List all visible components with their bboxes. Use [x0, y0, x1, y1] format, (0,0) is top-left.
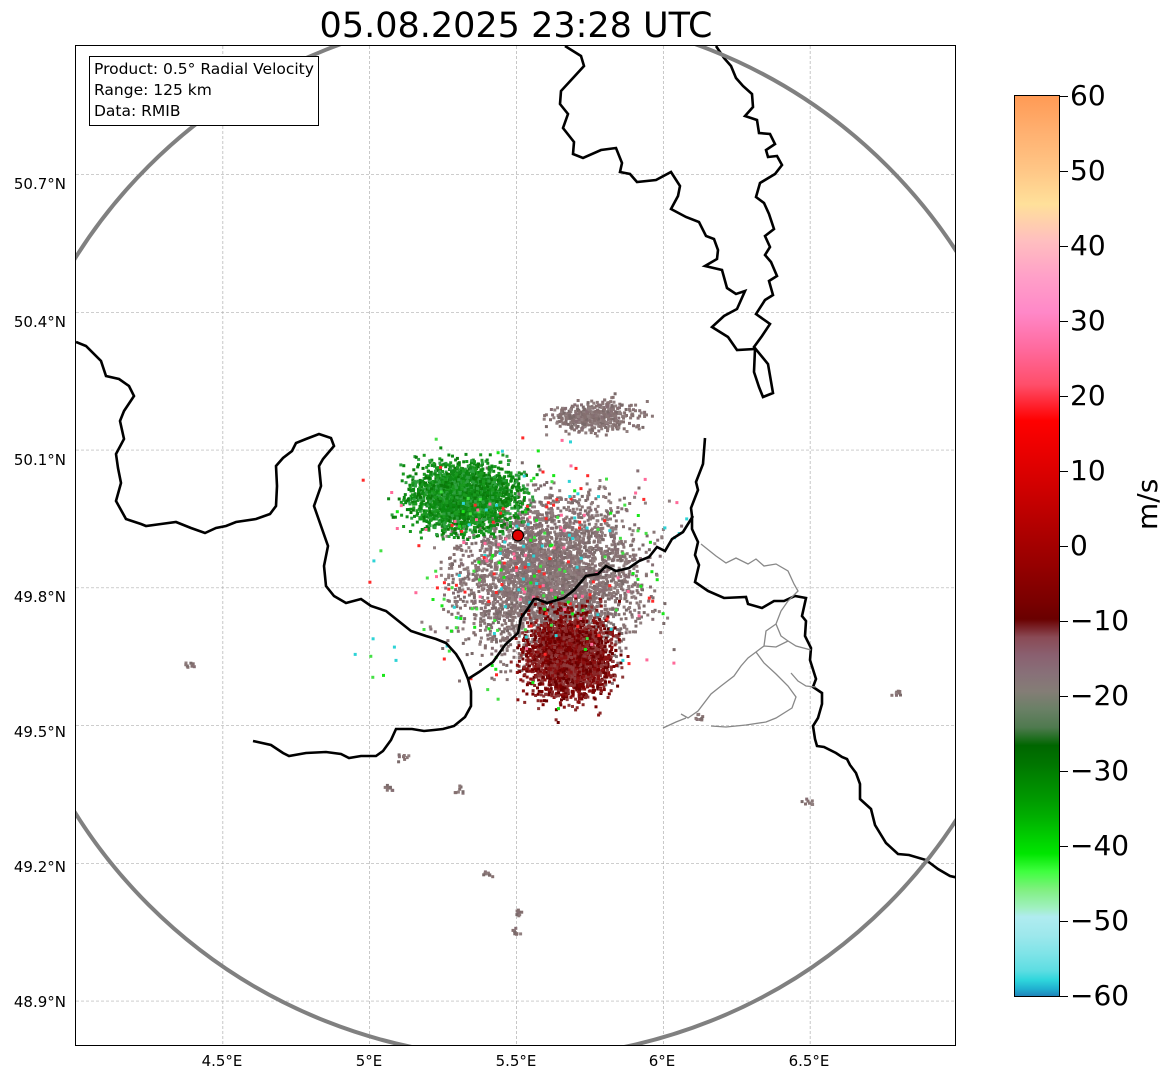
- velocity-echoes: [184, 392, 902, 936]
- colorbar-tick-mark: [1060, 696, 1068, 697]
- colorbar-tick-mark: [1060, 921, 1068, 922]
- national-border-south: [252, 515, 695, 760]
- national-border-west: [76, 340, 470, 680]
- lon-tick-label: 5°E: [355, 1052, 383, 1070]
- lat-tick-label: 49.2°N: [13, 858, 66, 876]
- range-line: Range: 125 km: [94, 81, 212, 99]
- colorbar-tick-label: −50: [1070, 904, 1130, 937]
- lat-tick-label: 50.1°N: [13, 451, 66, 469]
- lat-tick-label: 50.4°N: [13, 313, 66, 331]
- product-line: Product: 0.5° Radial Velocity: [94, 60, 314, 78]
- lat-tick-label: 50.7°N: [13, 175, 66, 193]
- colorbar-gradient: [1015, 96, 1059, 996]
- colorbar-tick-label: −30: [1070, 754, 1130, 787]
- colorbar-tick-mark: [1060, 321, 1068, 322]
- colorbar-tick-label: 30: [1070, 304, 1106, 337]
- data-source-line: Data: RMIB: [94, 102, 181, 120]
- radar-map-canvas: [76, 46, 955, 1045]
- lon-tick-label: 5.5°E: [495, 1052, 537, 1070]
- regional-border: [662, 543, 817, 729]
- colorbar-tick-mark: [1060, 771, 1068, 772]
- colorbar-tick-mark: [1060, 96, 1068, 97]
- radar-site-marker: [511, 529, 525, 542]
- national-border-east: [558, 46, 784, 399]
- colorbar-tick-mark: [1060, 246, 1068, 247]
- lat-tick-label: 49.8°N: [13, 588, 66, 606]
- colorbar-tick-label: 40: [1070, 229, 1106, 262]
- product-info-box: Product: 0.5° Radial Velocity Range: 125…: [89, 56, 319, 126]
- colorbar-tick-label: 60: [1070, 79, 1106, 112]
- lon-tick-label: 6.5°E: [788, 1052, 830, 1070]
- colorbar-tick-mark: [1060, 471, 1068, 472]
- colorbar-tick-label: −20: [1070, 679, 1130, 712]
- radar-map[interactable]: [75, 45, 956, 1046]
- lon-tick-label: 4.5°E: [201, 1052, 243, 1070]
- lat-tick-label: 48.9°N: [13, 993, 66, 1011]
- lat-tick-label: 49.5°N: [13, 723, 66, 741]
- colorbar-tick-label: −40: [1070, 829, 1130, 862]
- map-title: 05.08.2025 23:28 UTC: [319, 6, 713, 46]
- colorbar-tick-mark: [1060, 546, 1068, 547]
- colorbar-tick-label: 0: [1070, 529, 1088, 562]
- lon-tick-label: 6°E: [648, 1052, 676, 1070]
- colorbar-tick-mark: [1060, 846, 1068, 847]
- colorbar-tick-label: −10: [1070, 604, 1130, 637]
- colorbar-unit-label: m/s: [1131, 478, 1164, 530]
- colorbar-tick-label: 10: [1070, 454, 1106, 487]
- colorbar-tick-label: 20: [1070, 379, 1106, 412]
- colorbar-tick-label: 50: [1070, 154, 1106, 187]
- border-lines: [76, 46, 955, 879]
- national-border-south-east: [689, 437, 955, 879]
- colorbar-tick-label: −60: [1070, 979, 1130, 1012]
- colorbar-tick-mark: [1060, 621, 1068, 622]
- colorbar-tick-mark: [1060, 996, 1068, 997]
- colorbar-tick-mark: [1060, 396, 1068, 397]
- colorbar-tick-mark: [1060, 171, 1068, 172]
- graticule: [76, 46, 955, 1045]
- velocity-colorbar: [1014, 95, 1060, 997]
